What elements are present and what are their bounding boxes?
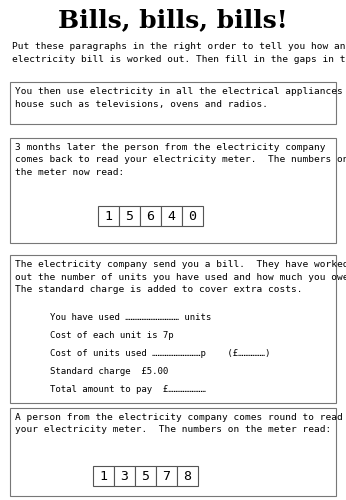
FancyBboxPatch shape xyxy=(10,408,336,496)
FancyBboxPatch shape xyxy=(10,255,336,403)
Text: A person from the electricity company comes round to read
your electricity meter: A person from the electricity company co… xyxy=(15,413,343,434)
Text: The electricity company send you a bill.  They have worked
out the number of uni: The electricity company send you a bill.… xyxy=(15,260,346,294)
Text: Standard charge  £5.00: Standard charge £5.00 xyxy=(50,367,168,376)
FancyBboxPatch shape xyxy=(139,206,161,226)
Text: Bills, bills, bills!: Bills, bills, bills! xyxy=(58,8,288,32)
FancyBboxPatch shape xyxy=(113,466,135,486)
Text: 4: 4 xyxy=(167,210,175,222)
Text: 3: 3 xyxy=(120,470,128,482)
FancyBboxPatch shape xyxy=(155,466,176,486)
Text: 1: 1 xyxy=(99,470,107,482)
FancyBboxPatch shape xyxy=(92,466,113,486)
Text: 8: 8 xyxy=(183,470,191,482)
FancyBboxPatch shape xyxy=(10,138,336,243)
Text: Put these paragraphs in the right order to tell you how an
electricity bill is w: Put these paragraphs in the right order … xyxy=(12,42,346,64)
Text: Cost of units used ………………………p    (£……………): Cost of units used ………………………p (£……………) xyxy=(50,349,270,358)
Text: 7: 7 xyxy=(162,470,170,482)
FancyBboxPatch shape xyxy=(98,206,118,226)
FancyBboxPatch shape xyxy=(176,466,198,486)
FancyBboxPatch shape xyxy=(161,206,182,226)
FancyBboxPatch shape xyxy=(118,206,139,226)
Text: Total amount to pay  £…………………: Total amount to pay £………………… xyxy=(50,385,206,394)
Text: 6: 6 xyxy=(146,210,154,222)
Text: 1: 1 xyxy=(104,210,112,222)
Text: 3 months later the person from the electricity company
comes back to read your e: 3 months later the person from the elect… xyxy=(15,143,346,177)
Text: You then use electricity in all the electrical appliances in your
house such as : You then use electricity in all the elec… xyxy=(15,87,346,108)
Text: 5: 5 xyxy=(141,470,149,482)
Text: 5: 5 xyxy=(125,210,133,222)
Text: 0: 0 xyxy=(188,210,196,222)
Text: You have used ………………………… units: You have used ………………………… units xyxy=(50,313,211,322)
FancyBboxPatch shape xyxy=(10,82,336,124)
FancyBboxPatch shape xyxy=(135,466,155,486)
FancyBboxPatch shape xyxy=(182,206,202,226)
Text: Cost of each unit is 7p: Cost of each unit is 7p xyxy=(50,331,174,340)
